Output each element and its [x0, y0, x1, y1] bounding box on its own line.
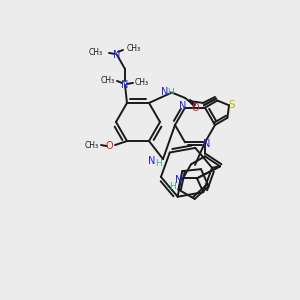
Text: H: H	[154, 159, 161, 168]
Text: H: H	[168, 88, 174, 98]
Text: S: S	[229, 100, 236, 110]
Text: N: N	[203, 139, 211, 149]
Text: H: H	[169, 182, 176, 191]
Text: N: N	[175, 175, 183, 185]
Text: N: N	[148, 156, 156, 166]
Text: CH₃: CH₃	[85, 141, 99, 150]
Text: O: O	[191, 103, 199, 113]
Text: CH₃: CH₃	[89, 48, 103, 57]
Text: N: N	[179, 101, 187, 111]
Text: N: N	[121, 80, 129, 90]
Text: N: N	[113, 50, 121, 60]
Text: N: N	[161, 87, 169, 98]
Text: CH₃: CH₃	[101, 76, 115, 85]
Text: CH₃: CH₃	[127, 44, 141, 53]
Text: O: O	[105, 141, 113, 151]
Text: CH₃: CH₃	[135, 78, 149, 87]
